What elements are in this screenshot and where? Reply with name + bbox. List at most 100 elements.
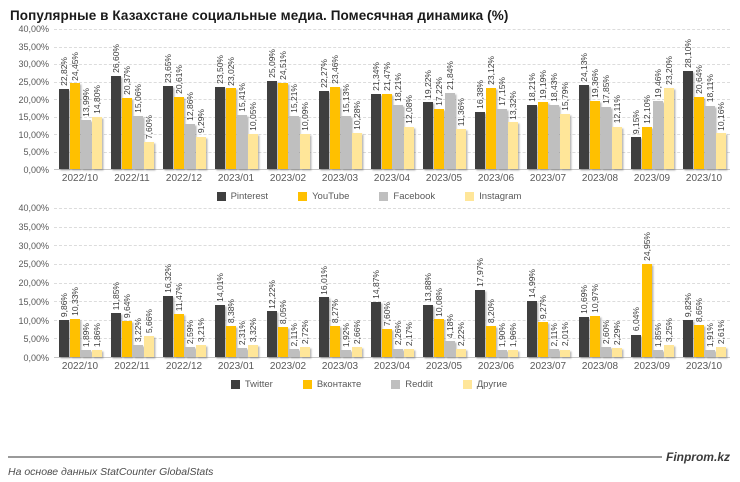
bar-вконтакте-2023-02: 8,05%: [277, 300, 288, 357]
bar-value-label: 11,47%: [173, 283, 184, 312]
bar-group-2022-10: 22,82% 24,45% 13,99% 14,80%: [54, 29, 106, 169]
bar-value-label: 20,61%: [173, 65, 184, 94]
bar-facebook-2023-01: 15,41%: [236, 83, 247, 169]
bar-value-label: 23,20%: [663, 55, 674, 85]
bar-value-label: 15,21%: [288, 83, 299, 113]
x-category-label: 2023/08: [581, 361, 619, 372]
x-category-label: 2022/11: [114, 173, 150, 184]
bar-value-label: 2,66%: [351, 319, 362, 345]
bar-pinterest-2023-01: 23,50%: [214, 55, 225, 169]
legend-label: Pinterest: [230, 191, 269, 202]
bar-value-label: 14,01%: [214, 272, 225, 302]
y-tick-label: 10,00%: [18, 129, 49, 140]
bar-value-label: 10,05%: [247, 101, 258, 131]
bar-group-2023-01: 14,01% 8,38% 2,31% 3,32%: [210, 208, 262, 357]
bar-value-label: 22,82%: [58, 57, 69, 87]
x-category-label: 2023/05: [425, 361, 463, 372]
x-axis: 2022/10 2022/11 2022/12 2023/01 2023/02 2023/…: [8, 173, 730, 184]
bar-facebook-2023-10: 18,11%: [704, 74, 715, 169]
bar-value-label: 26,60%: [110, 44, 121, 73]
gridline: [54, 208, 730, 209]
bar-groups: 9,86% 10,33% 1,89% 1,86% 11,85% 9,64% 3,22% 5,6…: [54, 208, 730, 357]
bar-reddit-2023-05: 4,18%: [444, 314, 455, 357]
footer-divider: [8, 456, 662, 458]
bar-value-label: 16,38%: [474, 79, 485, 109]
bar-facebook-2023-07: 18,43%: [548, 73, 559, 169]
bar-другие-2022-10: 1,86%: [91, 323, 102, 357]
bar-value-label: 1,89%: [80, 322, 91, 347]
bar-group-2023-01: 23,50% 23,02% 15,41% 10,05%: [210, 29, 262, 169]
bar-pinterest-2023-07: 18,21%: [526, 73, 537, 169]
bar-вконтакте-2023-06: 8,20%: [485, 299, 496, 357]
bar-twitter-2023-04: 14,87%: [370, 270, 381, 357]
bar-value-label: 8,27%: [329, 299, 340, 324]
chart-top-social-media: 40,00% 35,00% 30,00% 25,00% 20,00% 15,00% 10,0…: [8, 24, 730, 202]
gridline: [54, 263, 730, 265]
legend-item-facebook: Facebook: [379, 191, 435, 202]
bar-value-label: 24,51%: [277, 51, 288, 81]
x-category-label: 2023/04: [373, 173, 411, 184]
gridline: [54, 338, 730, 340]
x-axis-labels: 2022/10 2022/11 2022/12 2023/01 2023/02 2023/…: [54, 361, 730, 372]
gridline: [54, 301, 730, 303]
bar-value-label: 15,79%: [559, 81, 570, 111]
bar-value-label: 10,69%: [578, 285, 589, 315]
bar-group-2023-07: 18,21% 19,19% 18,43% 15,79%: [522, 29, 574, 169]
bar-value-label: 14,99%: [526, 269, 537, 299]
data-source-note: На основе данных StatCounter GlobalStats: [8, 466, 214, 478]
x-category-label: 2023/01: [217, 361, 255, 372]
bar-group-2022-12: 23,65% 20,61% 12,86% 9,29%: [158, 29, 210, 169]
bar-twitter-2022-12: 16,32%: [162, 264, 173, 357]
x-category-label: 2022/11: [114, 361, 150, 372]
gridline: [54, 81, 730, 83]
bar-reddit-2023-10: 1,91%: [704, 323, 715, 357]
bar-другие-2023-10: 2,61%: [715, 320, 726, 357]
x-category-label: 2022/10: [61, 361, 99, 372]
bar-instagram-2023-04: 12,08%: [403, 95, 414, 169]
bar-twitter-2022-11: 11,85%: [110, 282, 121, 357]
bar-value-label: 10,16%: [715, 101, 726, 131]
x-category-label: 2023/02: [269, 173, 307, 184]
legend-item-другие: Другие: [462, 379, 507, 390]
legend-swatch-icon: [462, 380, 472, 389]
bar-value-label: 13,99%: [80, 88, 91, 118]
bar-другие-2023-02: 2,72%: [299, 320, 310, 357]
bar-twitter-2023-01: 14,01%: [214, 273, 225, 357]
bar-value-label: 2,60%: [600, 320, 611, 345]
legend-swatch-icon: [216, 192, 226, 201]
bar-instagram-2023-05: 11,36%: [455, 98, 466, 169]
bar-youtube-2023-08: 19,36%: [589, 69, 600, 169]
bar-value-label: 7,60%: [143, 115, 154, 140]
bar-value-label: 15,41%: [236, 83, 247, 113]
bar-value-label: 10,33%: [69, 286, 80, 316]
bar-value-label: 2,29%: [611, 321, 622, 346]
x-axis-labels: 2022/10 2022/11 2022/12 2023/01 2023/02 2023/…: [54, 173, 730, 184]
bar-instagram-2023-06: 13,32%: [507, 91, 518, 169]
bar-group-2023-02: 12,22% 8,05% 2,11% 2,72%: [262, 208, 314, 357]
y-tick-label: 40,00%: [18, 24, 49, 34]
bar-вконтакте-2023-04: 7,60%: [381, 302, 392, 357]
bar-вконтакте-2023-01: 8,38%: [225, 299, 236, 357]
x-category-label: 2023/07: [529, 361, 567, 372]
x-category-label: 2023/03: [321, 173, 359, 184]
plot-area: 22,82% 24,45% 13,99% 14,80% 26,60% 20,37% 15,0…: [54, 29, 730, 170]
bar-value-label: 24,13%: [578, 52, 589, 82]
bar-group-2023-08: 10,69% 10,97% 2,60% 2,29%: [574, 208, 626, 357]
bar-pinterest-2023-05: 19,22%: [422, 70, 433, 169]
bar-twitter-2023-09: 6,04%: [630, 307, 641, 357]
bar-group-2023-10: 9,82% 8,65% 1,91% 2,61%: [678, 208, 730, 357]
bar-value-label: 8,65%: [693, 297, 704, 322]
bar-value-label: 8,38%: [225, 298, 236, 323]
bar-value-label: 14,80%: [91, 85, 102, 115]
legend-label: Facebook: [393, 191, 436, 202]
bar-value-label: 20,37%: [121, 65, 132, 95]
bar-value-label: 18,21%: [526, 73, 537, 103]
bar-youtube-2022-10: 24,45%: [69, 52, 80, 169]
bar-youtube-2023-01: 23,02%: [225, 57, 236, 169]
gridline: [54, 226, 730, 228]
y-axis: 40,00% 35,00% 30,00% 25,00% 20,00% 15,00% 10,0…: [8, 203, 54, 363]
gridline: [54, 134, 730, 135]
bar-value-label: 28,10%: [682, 38, 693, 68]
bar-reddit-2023-06: 1,90%: [496, 323, 507, 357]
bar-value-label: 8,05%: [277, 299, 288, 325]
